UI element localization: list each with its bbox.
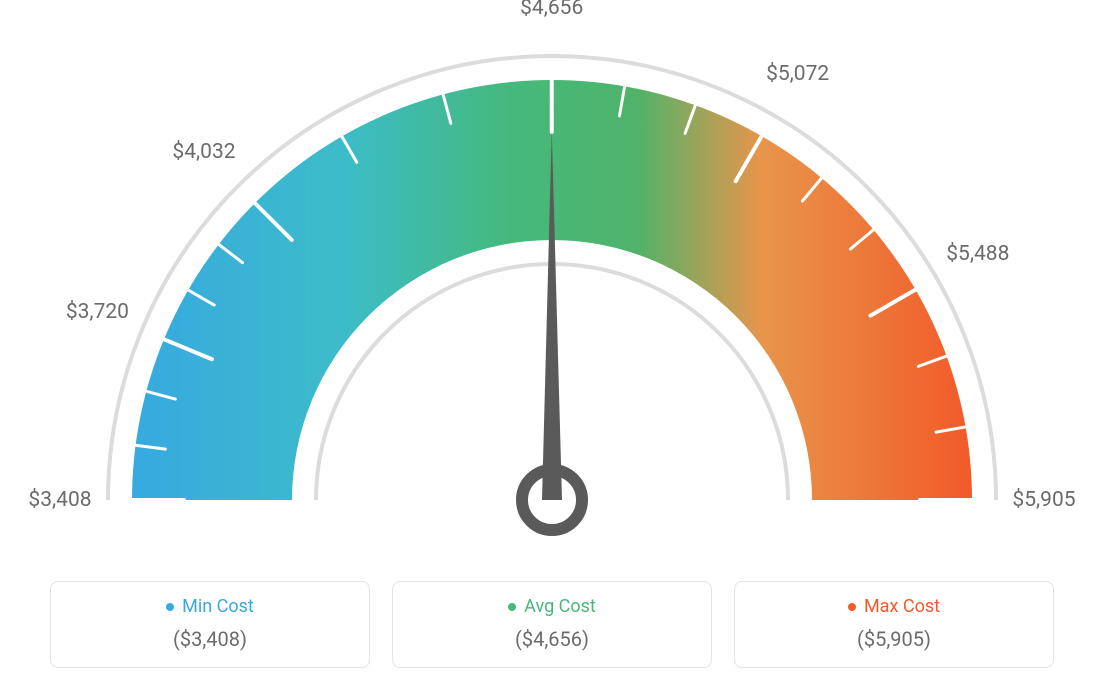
gauge-svg bbox=[0, 0, 1104, 560]
legend-value-max: ($5,905) bbox=[745, 627, 1043, 651]
scale-label: $5,072 bbox=[766, 62, 829, 86]
legend-card-max: Max Cost ($5,905) bbox=[734, 581, 1054, 669]
legend-dot-avg bbox=[508, 603, 516, 611]
legend-label-max: Max Cost bbox=[864, 596, 940, 617]
legend-value-min: ($3,408) bbox=[61, 627, 359, 651]
legend-card-min: Min Cost ($3,408) bbox=[50, 581, 370, 669]
legend-title-avg: Avg Cost bbox=[508, 596, 596, 617]
gauge-chart: $3,408 $3,720 $4,032 $4,656 $5,072 $5,488 $5,9… bbox=[0, 0, 1104, 540]
legend-label-min: Min Cost bbox=[182, 596, 254, 617]
legend-card-avg: Avg Cost ($4,656) bbox=[392, 581, 712, 669]
scale-label: $5,488 bbox=[946, 242, 1009, 266]
legend-title-max: Max Cost bbox=[848, 596, 940, 617]
scale-label: $5,905 bbox=[1012, 488, 1075, 512]
legend-row: Min Cost ($3,408) Avg Cost ($4,656) Max … bbox=[0, 581, 1104, 669]
legend-label-avg: Avg Cost bbox=[524, 596, 596, 617]
scale-label: $4,032 bbox=[172, 140, 235, 164]
legend-dot-max bbox=[848, 603, 856, 611]
scale-label: $3,408 bbox=[28, 488, 91, 512]
scale-label: $3,720 bbox=[66, 300, 129, 324]
legend-dot-min bbox=[166, 603, 174, 611]
legend-title-min: Min Cost bbox=[166, 596, 254, 617]
scale-label: $4,656 bbox=[520, 0, 583, 20]
legend-value-avg: ($4,656) bbox=[403, 627, 701, 651]
